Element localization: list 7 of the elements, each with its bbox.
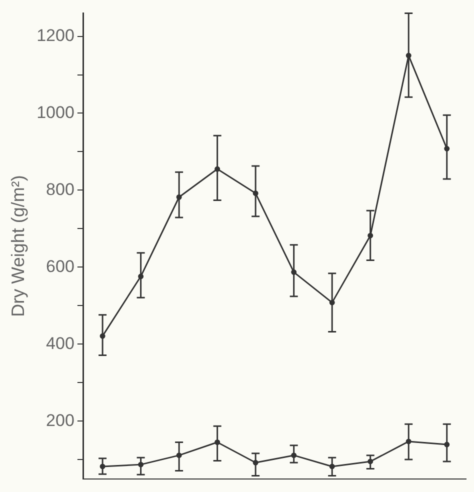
y-tick-label: 1200 bbox=[36, 26, 74, 45]
y-axis-title: Dry Weight (g/m²) bbox=[8, 175, 28, 317]
y-tick-label: 200 bbox=[46, 410, 74, 430]
y-tick-label: 1000 bbox=[36, 102, 74, 122]
y-tick-label: 400 bbox=[46, 334, 74, 353]
y-tick-label: 800 bbox=[46, 180, 74, 199]
y-tick-label: 600 bbox=[46, 256, 74, 276]
